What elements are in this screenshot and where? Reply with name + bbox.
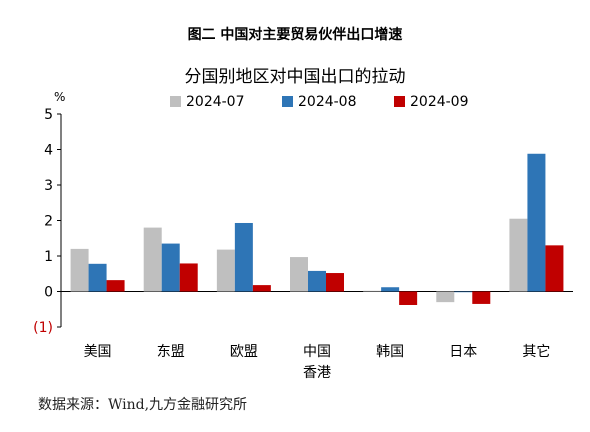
y-tick-label: 2 — [44, 214, 53, 230]
legend-swatch-2024-08 — [282, 96, 293, 107]
bar-2024-09 — [545, 245, 564, 292]
bar-2024-08 — [161, 243, 180, 292]
legend-swatch-2024-07 — [170, 96, 181, 107]
category-label: 日本 — [449, 344, 477, 360]
chart-title: 分国别地区对中国出口的拉动 — [184, 67, 406, 87]
y-tick-label: 3 — [44, 178, 53, 194]
bar-2024-07 — [70, 248, 89, 292]
bar-2024-09 — [252, 285, 271, 292]
category-label: 东盟 — [157, 344, 185, 360]
bar-2024-09 — [179, 263, 198, 292]
category-label: 其它 — [522, 343, 550, 360]
category-label: 美国 — [84, 344, 112, 360]
legend-label: 2024-07 — [186, 94, 245, 110]
category-label: 韩国 — [376, 344, 404, 360]
bar-2024-08 — [234, 222, 253, 292]
bar-2024-07 — [509, 218, 528, 292]
category-label: 中国 — [303, 344, 331, 360]
bar-2024-09 — [472, 291, 491, 304]
legend-label: 2024-08 — [298, 94, 357, 110]
y-tick-label: 5 — [44, 107, 53, 123]
legend-label: 2024-09 — [410, 94, 469, 110]
bar-2024-08 — [454, 291, 473, 293]
bar-2024-08 — [527, 153, 546, 292]
y-tick-label: (1) — [33, 320, 53, 336]
source-note: 数据来源：Wind,九方金融研究所 — [38, 397, 248, 413]
bar-2024-07 — [363, 290, 382, 292]
bar-2024-08 — [88, 263, 107, 292]
y-tick-label: 0 — [44, 285, 53, 301]
bar-2024-08 — [381, 287, 400, 292]
bar-2024-09 — [399, 291, 418, 305]
y-tick-label: 1 — [44, 249, 53, 265]
y-axis-unit: % — [54, 90, 66, 104]
category-label: 欧盟 — [230, 344, 258, 360]
bar-2024-09 — [106, 280, 125, 292]
category-label: 香港 — [303, 365, 331, 381]
bar-2024-07 — [216, 249, 235, 292]
bar-2024-07 — [290, 257, 308, 292]
legend-swatch-2024-09 — [394, 96, 405, 107]
y-tick-label: 4 — [44, 143, 53, 159]
figure-title: 图二 中国对主要贸易伙伴出口增速 — [187, 27, 403, 43]
bar-2024-08 — [308, 270, 326, 292]
bar-2024-07 — [436, 291, 455, 303]
bar-2024-09 — [326, 273, 344, 292]
bar-2024-07 — [143, 227, 162, 292]
